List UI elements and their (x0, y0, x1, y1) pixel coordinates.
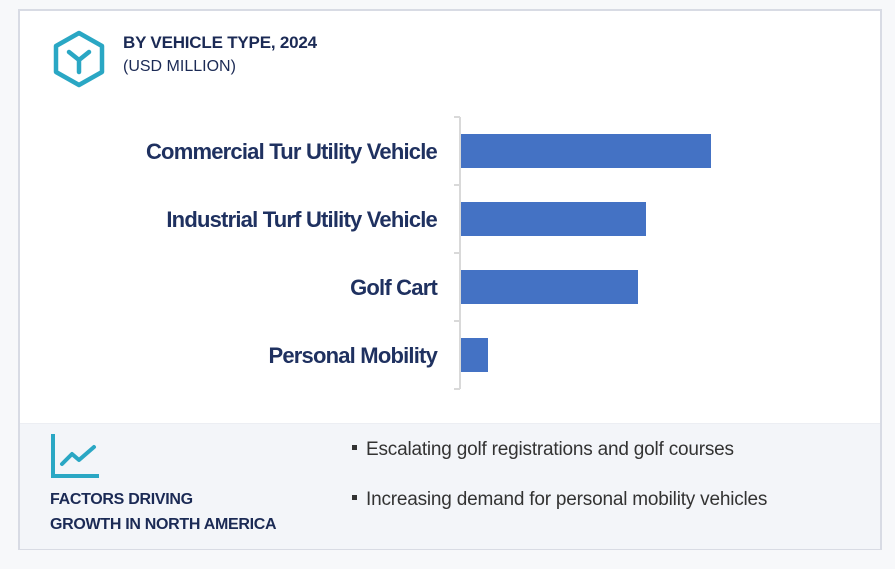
factors-title-line2: GROWTH IN NORTH AMERICA (50, 516, 277, 533)
bar (461, 270, 638, 304)
trend-line-icon (51, 434, 99, 478)
chart-title: BY VEHICLE TYPE, 2024 (123, 33, 317, 52)
factor-item: Increasing demand for personal mobility … (352, 486, 767, 536)
bar (461, 202, 646, 236)
factors-title: FACTORS DRIVING GROWTH IN NORTH AMERICA (50, 487, 277, 537)
factor-item: Escalating golf registrations and golf c… (352, 436, 767, 486)
bullet-icon (352, 495, 357, 501)
category-label: Golf Cart (350, 275, 438, 300)
category-label: Personal Mobility (268, 343, 438, 368)
category-label: Commercial Tur Utility Vehicle (146, 139, 438, 164)
hexagon-y-icon (53, 30, 105, 88)
bar-chart: Commercial Tur Utility Vehicle Industrial… (146, 116, 711, 390)
factor-text: Increasing demand for personal mobility … (366, 489, 768, 510)
bar (461, 134, 711, 168)
bullet-icon (352, 445, 357, 451)
factor-text: Escalating golf registrations and golf c… (366, 439, 734, 460)
factors-list: Escalating golf registrations and golf c… (352, 436, 767, 536)
chart-card: BY VEHICLE TYPE, 2024 (USD MILLION) Comm… (18, 9, 882, 550)
factors-panel: FACTORS DRIVING GROWTH IN NORTH AMERICA … (20, 423, 880, 549)
chart-subtitle: (USD MILLION) (123, 58, 236, 75)
category-label: Industrial Turf Utility Vehicle (166, 207, 437, 232)
factors-title-line1: FACTORS DRIVING (50, 491, 193, 508)
bar (461, 338, 488, 372)
